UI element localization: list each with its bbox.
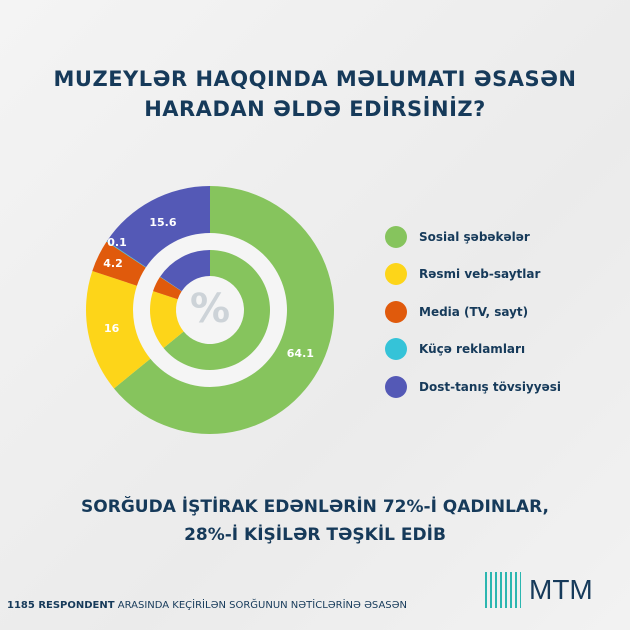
outer-slice-2 (92, 241, 146, 286)
legend-item: Media (TV, sayt) (385, 293, 561, 331)
note-line-1: SORĞUDA İŞTİRAK EDƏNLƏRİN 72%-İ QADINLAR… (81, 497, 549, 517)
footer-rest: ARASINDA KEÇİRİLƏN SORĞUNUN NƏTİCLƏRİNƏ … (114, 600, 408, 611)
data-label-2: 4.2 (103, 257, 123, 270)
data-label-0: 64.1 (287, 347, 314, 360)
inner-ring (150, 250, 270, 371)
legend-swatch (385, 300, 407, 323)
gender-note: SORĞUDA İŞTİRAK EDƏNLƏRİN 72%-İ QADINLAR… (0, 493, 630, 549)
legend-item: Dost-tanış tövsiyyəsi (385, 368, 561, 406)
data-label-1: 16 (104, 322, 120, 335)
outer-slice-3 (106, 240, 147, 268)
logo-text: MTM (529, 574, 593, 605)
title-line-2: HARADAN ƏLDƏ EDİRSİNİZ? (144, 97, 486, 121)
legend-label: Dost-tanış tövsiyyəsi (419, 379, 561, 394)
legend-swatch (385, 263, 407, 286)
data-labels: 64.1 16 4.2 0.1 15.6 (103, 216, 314, 360)
footer-bold: 1185 RESPONDENT (7, 600, 115, 611)
legend-label: Media (TV, sayt) (419, 304, 529, 319)
legend: Sosial şəbəkələr Rəsmi veb-saytlar Media (… (385, 218, 561, 406)
legend-swatch (385, 338, 407, 361)
legend-item: Rəsmi veb-saytlar (385, 256, 561, 294)
inner-slice-2 (153, 276, 182, 300)
inner-slice-1 (150, 291, 184, 348)
outer-slice-0 (113, 186, 335, 435)
logo-mark-icon (485, 572, 521, 608)
legend-item: Sosial şəbəkələr (385, 218, 561, 256)
outer-slice-1 (86, 270, 151, 389)
inner-slice-4 (160, 250, 210, 292)
legend-label: Rəsmi veb-saytlar (419, 267, 541, 282)
inner-slice-0 (163, 250, 270, 371)
inner-slice-3 (159, 276, 182, 292)
chart-title: MUZEYLƏR HAQQINDA MƏLUMATI ƏSASƏN HARADA… (0, 64, 630, 124)
mtm-logo: MTM (485, 572, 593, 608)
center-percent-label: % (190, 286, 230, 332)
legend-item: Küçə reklamları (385, 331, 561, 369)
title-line-1: MUZEYLƏR HAQQINDA MƏLUMATI ƏSASƏN (53, 67, 577, 91)
footer-source: 1185 RESPONDENT ARASINDA KEÇİRİLƏN SORĞU… (7, 600, 407, 611)
outer-slice-4 (107, 186, 210, 268)
note-line-2: 28%-İ KİŞİLƏR TƏŞKİL EDİB (184, 525, 446, 545)
legend-label: Küçə reklamları (419, 342, 526, 357)
legend-swatch (385, 225, 407, 248)
legend-swatch (385, 375, 407, 398)
legend-label: Sosial şəbəkələr (419, 229, 530, 244)
data-label-3: 0.1 (107, 236, 127, 249)
data-label-4: 15.6 (149, 216, 176, 229)
